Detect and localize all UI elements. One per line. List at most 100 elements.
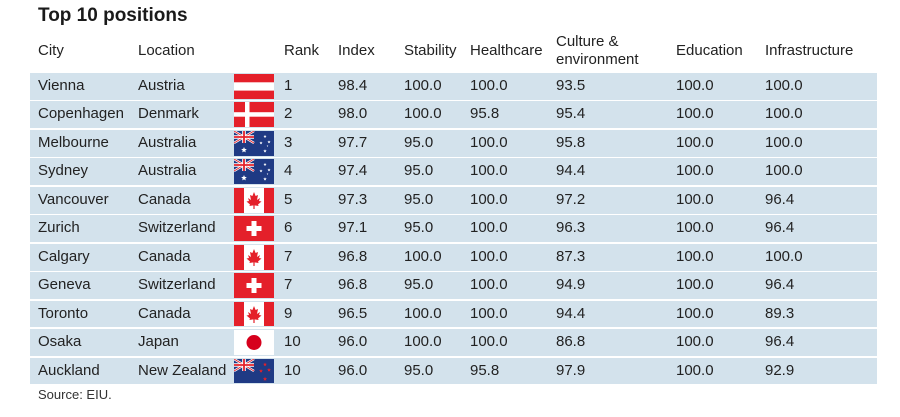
cell-culture: 94.4 [556, 304, 586, 322]
header-city: City [38, 42, 64, 59]
cell-education: 100.0 [676, 361, 714, 379]
cell-stability: 100.0 [404, 105, 442, 123]
table-header: City Location Rank Index Stability Healt… [30, 30, 877, 72]
header-index: Index [338, 42, 375, 59]
cell-infrastructure: 96.4 [765, 276, 795, 294]
cell-location: New Zealand [138, 361, 227, 379]
cell-index: 96.8 [338, 247, 368, 265]
table-row: Osaka Japan 10 96.0 100.0 100.0 86.8 100.0 96.4 [30, 329, 877, 356]
cell-stability: 95.0 [404, 276, 434, 294]
cell-stability: 95.0 [404, 190, 434, 208]
header-rank: Rank [284, 42, 320, 59]
table-row: Sydney Australia 4 97.4 95.0 100.0 94.4 100.0 10… [30, 158, 877, 186]
cell-location: Denmark [138, 105, 199, 123]
new-zealand-flag-icon [234, 358, 274, 384]
cell-city: Zurich [38, 219, 80, 237]
table-row: Copenhagen Denmark 2 98.0 100.0 95.8 95.4 100.0… [30, 101, 877, 129]
cell-location: Australia [138, 133, 197, 151]
cell-education: 100.0 [676, 105, 714, 123]
cell-education: 100.0 [676, 133, 714, 151]
cell-location: Canada [138, 190, 191, 208]
header-education: Education [676, 42, 743, 59]
cell-education: 100.0 [676, 276, 714, 294]
cell-healthcare: 100.0 [470, 190, 508, 208]
table-row: Vienna Austria 1 98.4 100.0 100.0 93.5 100.0 100… [30, 73, 877, 100]
cell-education: 100.0 [676, 247, 714, 265]
cell-education: 100.0 [676, 219, 714, 237]
cell-infrastructure: 96.4 [765, 219, 795, 237]
cell-infrastructure: 96.4 [765, 333, 795, 351]
rankings-table: Vienna Austria 1 98.4 100.0 100.0 93.5 100.0 100… [30, 73, 877, 386]
canada-flag-icon [234, 244, 274, 270]
australia-flag-icon [234, 130, 274, 156]
cell-location: Switzerland [138, 219, 216, 237]
cell-infrastructure: 100.0 [765, 77, 803, 94]
table-row: Zurich Switzerland 6 97.1 95.0 100.0 96.3 100.0… [30, 215, 877, 243]
cell-infrastructure: 100.0 [765, 105, 803, 123]
cell-infrastructure: 89.3 [765, 304, 795, 322]
cell-rank: 4 [284, 162, 293, 180]
cell-culture: 87.3 [556, 247, 586, 265]
canada-flag-icon [234, 301, 274, 327]
cell-healthcare: 100.0 [470, 276, 508, 294]
cell-culture: 97.9 [556, 361, 586, 379]
cell-culture: 97.2 [556, 190, 586, 208]
header-culture-line2: environment [556, 51, 639, 68]
cell-city: Vienna [38, 77, 85, 94]
page-title: Top 10 positions [38, 5, 188, 26]
header-culture-environment: Culture & environment [556, 33, 639, 69]
cell-location: Japan [138, 333, 179, 351]
cell-stability: 100.0 [404, 247, 442, 265]
cell-rank: 10 [284, 361, 301, 379]
australia-flag-icon [234, 159, 274, 185]
cell-rank: 3 [284, 133, 293, 151]
cell-location: Canada [138, 304, 191, 322]
canada-flag-icon [234, 187, 274, 213]
cell-rank: 9 [284, 304, 293, 322]
cell-city: Auckland [38, 361, 100, 379]
cell-education: 100.0 [676, 190, 714, 208]
cell-index: 96.0 [338, 333, 368, 351]
cell-city: Copenhagen [38, 105, 124, 123]
cell-index: 97.4 [338, 162, 368, 180]
cell-healthcare: 100.0 [470, 247, 508, 265]
table-row: Vancouver Canada 5 97.3 95.0 100.0 97.2 100.0 96… [30, 186, 877, 214]
cell-healthcare: 100.0 [470, 133, 508, 151]
cell-location: Australia [138, 162, 197, 180]
cell-stability: 100.0 [404, 304, 442, 322]
cell-education: 100.0 [676, 162, 714, 180]
cell-healthcare: 95.8 [470, 361, 500, 379]
cell-healthcare: 95.8 [470, 105, 500, 123]
cell-healthcare: 100.0 [470, 162, 508, 180]
cell-infrastructure: 100.0 [765, 162, 803, 180]
cell-stability: 95.0 [404, 162, 434, 180]
cell-stability: 95.0 [404, 219, 434, 237]
cell-index: 98.0 [338, 105, 368, 123]
cell-rank: 7 [284, 276, 293, 294]
cell-healthcare: 100.0 [470, 333, 508, 351]
cell-stability: 100.0 [404, 333, 442, 351]
cell-education: 100.0 [676, 333, 714, 351]
cell-infrastructure: 100.0 [765, 247, 803, 265]
cell-index: 96.8 [338, 276, 368, 294]
cell-rank: 5 [284, 190, 293, 208]
header-infrastructure: Infrastructure [765, 42, 854, 59]
cell-city: Melbourne [38, 133, 109, 151]
cell-city: Toronto [38, 304, 89, 322]
cell-infrastructure: 92.9 [765, 361, 795, 379]
cell-index: 97.7 [338, 133, 368, 151]
cell-index: 97.3 [338, 190, 368, 208]
cell-education: 100.0 [676, 77, 714, 94]
cell-city: Sydney [38, 162, 89, 180]
cell-index: 96.5 [338, 304, 368, 322]
cell-infrastructure: 96.4 [765, 190, 795, 208]
table-row: Calgary Canada 7 96.8 100.0 100.0 87.3 100.0 100… [30, 243, 877, 271]
cell-infrastructure: 100.0 [765, 133, 803, 151]
table-row: Melbourne Australia 3 97.7 95.0 100.0 95.8 100.… [30, 129, 877, 157]
cell-location: Canada [138, 247, 191, 265]
header-healthcare: Healthcare [470, 42, 543, 59]
cell-culture: 95.8 [556, 133, 586, 151]
cell-culture: 94.9 [556, 276, 586, 294]
cell-index: 98.4 [338, 77, 368, 94]
cell-rank: 6 [284, 219, 293, 237]
